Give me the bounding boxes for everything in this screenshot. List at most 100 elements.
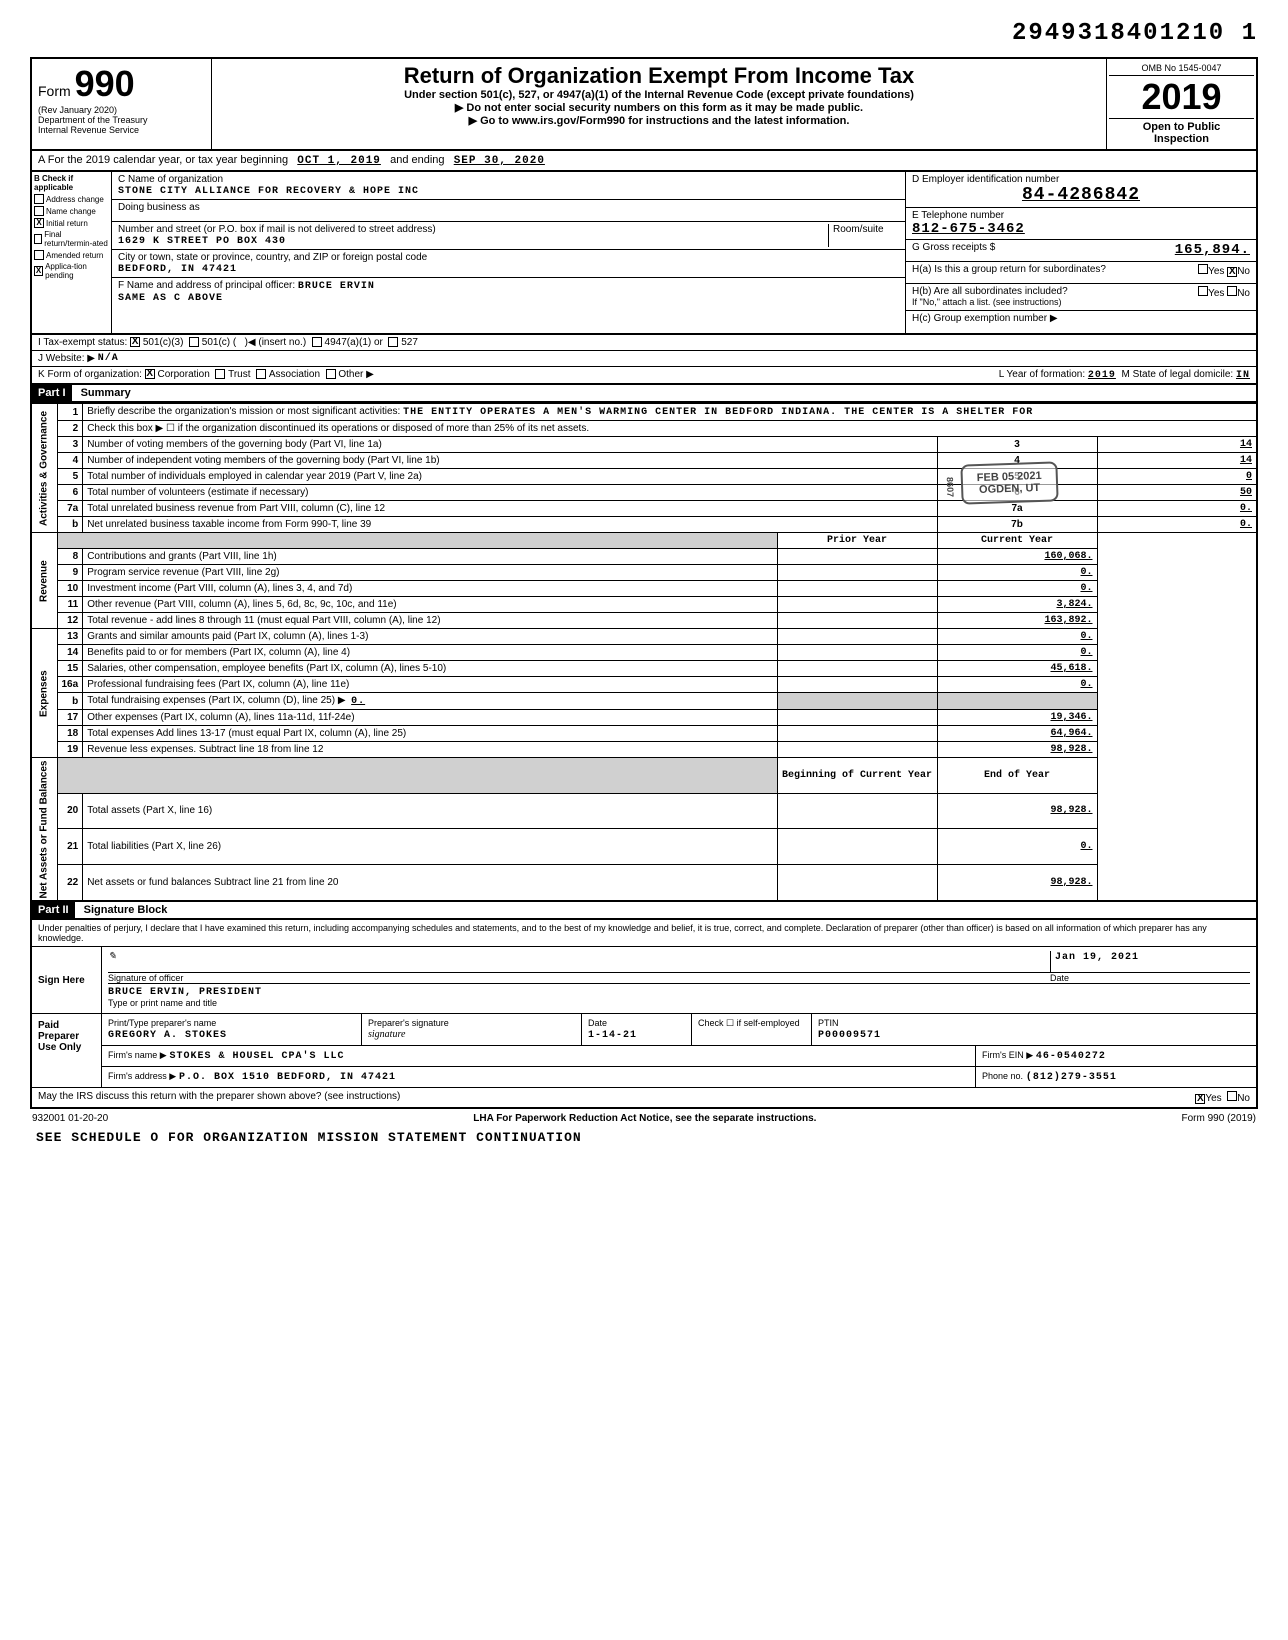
line-num-16a: 16a [57,677,83,693]
line14-cur: 0. [937,645,1097,661]
name-title-label: Type or print name and title [108,998,217,1008]
g-label: G Gross receipts $ [912,242,995,253]
discuss-no: No [1237,1093,1250,1104]
ptin-value: P00009571 [818,1030,881,1041]
prep-date-label: Date [588,1018,607,1028]
discuss-no-chk[interactable] [1227,1091,1237,1101]
line17-prior [777,710,937,726]
hb-yes: Yes [1208,288,1224,299]
line20-desc: Total assets (Part X, line 16) [83,793,777,829]
form-title-block: Return of Organization Exempt From Incom… [212,59,1106,149]
chk-corp[interactable]: X [145,369,155,379]
line18-cur: 64,964. [937,726,1097,742]
row-a-mid: and ending [390,154,444,166]
chk-501c3[interactable]: X [130,337,140,347]
chk-trust[interactable] [215,369,225,379]
prep-name-label: Print/Type preparer's name [108,1018,216,1028]
line-num-13: 13 [57,629,83,645]
hb-no-chk[interactable] [1227,286,1237,296]
street-address: 1629 K STREET PO BOX 430 [118,236,286,247]
prep-phone: (812)279-3551 [1026,1072,1117,1083]
side-ag: Activities & Governance [31,404,57,533]
chk-address[interactable] [34,194,44,204]
line7b-val: 0. [1097,517,1257,533]
firm-ein: 46-0540272 [1036,1051,1106,1062]
line-num-16b: b [57,693,83,710]
line13-cur: 0. [937,629,1097,645]
signature-block: Under penalties of perjury, I declare th… [30,920,1258,1109]
form-year-block: OMB No 1545-0047 2019 Open to Public Ins… [1106,59,1256,149]
form-rev: (Rev January 2020) [38,105,205,115]
footer-form: Form 990 (2019) [1182,1113,1256,1124]
line-num-4: 4 [57,453,83,469]
ein-value: 84-4286842 [912,185,1250,205]
line1-label: Briefly describe the organization's miss… [87,406,400,417]
chk-initial[interactable]: X [34,218,44,228]
org-name: STONE CITY ALLIANCE FOR RECOVERY & HOPE … [118,186,419,197]
chk-501c[interactable] [189,337,199,347]
line7a-code: 7a [937,501,1097,517]
irs-received-stamp: 8607 FEB 05 2021 OGDEN, UT [961,461,1059,504]
sig-date-val: Jan 19, 2021 [1055,952,1139,963]
line9-desc: Program service revenue (Part VIII, line… [83,565,777,581]
line-num-5: 5 [57,469,83,485]
line-num-1: 1 [57,404,83,421]
line5-desc: Total number of individuals employed in … [83,469,937,485]
form-header: Form 990 (Rev January 2020) Department o… [30,57,1258,151]
chk-final[interactable] [34,234,42,244]
line16b-cur [937,693,1097,710]
lbl-initial: Initial return [46,219,88,228]
part2-title: Signature Block [78,902,174,918]
ha-yes-chk[interactable] [1198,264,1208,274]
footer-code: 932001 01-20-20 [32,1113,108,1124]
line14-prior [777,645,937,661]
line17-cur: 19,346. [937,710,1097,726]
open-public-1: Open to Public [1111,121,1252,133]
line-num-10: 10 [57,581,83,597]
line-num-9: 9 [57,565,83,581]
discuss-yes-chk[interactable]: X [1195,1094,1205,1104]
part1-bar: Part I Summary [30,385,1258,403]
identity-section: B Check if applicable Address change Nam… [30,172,1258,335]
line20-prior [777,793,937,829]
firm-name: STOKES & HOUSEL CPA'S LLC [169,1051,344,1062]
line15-prior [777,661,937,677]
line17-desc: Other expenses (Part IX, column (A), lin… [83,710,777,726]
hb-no: No [1237,288,1250,299]
ha-no: No [1237,266,1250,277]
d-label: D Employer identification number [912,174,1059,185]
continuation-line: SEE SCHEDULE O FOR ORGANIZATION MISSION … [30,1128,1258,1147]
ptin-label: PTIN [818,1018,839,1028]
lbl-4947: 4947(a)(1) or [325,337,383,348]
chk-4947[interactable] [312,337,322,347]
ha-no-chk[interactable]: X [1227,267,1237,277]
prep-signature: signature [368,1029,405,1040]
line3-val: 14 [1097,437,1257,453]
col-b-header: B Check if applicable [34,174,109,192]
chk-other[interactable] [326,369,336,379]
part2-header: Part II [32,902,75,918]
line-num-21: 21 [57,829,83,865]
ha-label: H(a) Is this a group return for subordin… [912,264,1106,275]
omb-number: OMB No 1545-0047 [1109,61,1254,76]
hb-yes-chk[interactable] [1198,286,1208,296]
line-num-17: 17 [57,710,83,726]
instruction-ssn: ▶ Do not enter social security numbers o… [218,101,1100,114]
insert-no: ◀ (insert no.) [248,337,306,348]
line3-desc: Number of voting members of the governin… [83,437,937,453]
chk-527[interactable] [388,337,398,347]
chk-assoc[interactable] [256,369,266,379]
checkbox-column: B Check if applicable Address change Nam… [32,172,112,333]
line10-cur: 0. [937,581,1097,597]
firm-name-label: Firm's name ▶ [108,1050,167,1060]
chk-name[interactable] [34,206,44,216]
line16a-desc: Professional fundraising fees (Part IX, … [83,677,777,693]
line12-cur: 163,892. [937,613,1097,629]
line8-prior [777,549,937,565]
paid-preparer-label: Paid Preparer Use Only [32,1014,102,1087]
line-num-22: 22 [57,864,83,901]
line2-text: Check this box ▶ ☐ if the organization d… [83,421,1257,437]
chk-amended[interactable] [34,250,44,260]
instruction-url: ▶ Go to www.irs.gov/Form990 for instruct… [218,114,1100,127]
chk-application[interactable]: X [34,266,43,276]
